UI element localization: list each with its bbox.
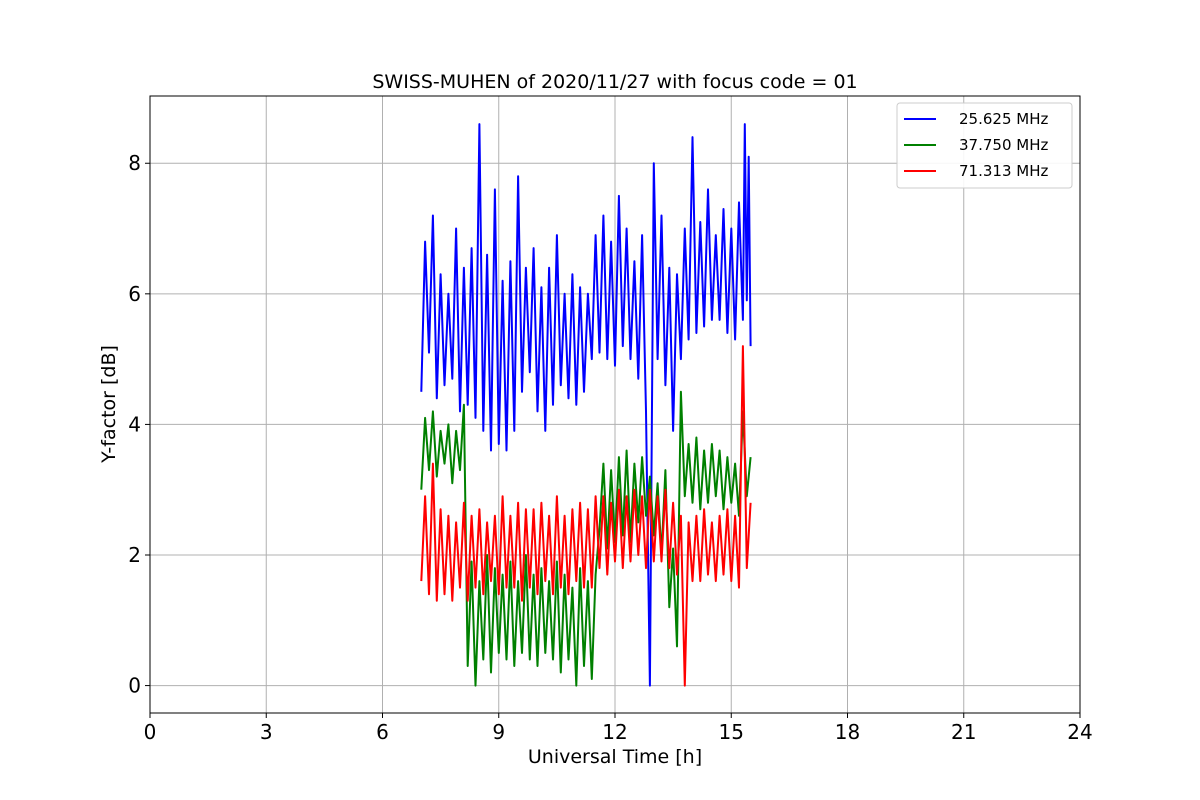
x-tick-label: 3: [260, 720, 273, 744]
series-line-3: [420, 345, 752, 687]
legend-label: 71.313 MHz: [959, 162, 1048, 180]
legend-label: 37.750 MHz: [959, 136, 1048, 154]
x-tick-label: 0: [144, 720, 157, 744]
x-tick-label: 12: [602, 720, 627, 744]
legend-label: 25.625 MHz: [959, 110, 1048, 128]
y-tick-label: 4: [128, 412, 141, 436]
y-axis-label: Y-factor [dB]: [98, 345, 120, 464]
x-tick-label: 6: [376, 720, 389, 744]
y-tick-label: 0: [128, 674, 141, 698]
grid: [149, 96, 1081, 713]
x-tick-label: 9: [492, 720, 505, 744]
chart-title: SWISS-MUHEN of 2020/11/27 with focus cod…: [372, 71, 857, 93]
x-tick-label: 24: [1067, 720, 1092, 744]
legend-box: [896, 102, 1073, 189]
x-tick-label: 18: [835, 720, 860, 744]
y-tick-label: 8: [128, 151, 141, 175]
x-axis-label: Universal Time [h]: [528, 746, 702, 768]
y-tick-label: 2: [128, 543, 141, 567]
series-layer: [420, 123, 752, 687]
y-tick-label: 6: [128, 282, 141, 306]
x-tick-label: 15: [719, 720, 744, 744]
series-line-2: [420, 390, 752, 687]
legend: 25.625 MHz 37.750 MHz 71.313 MHz: [896, 102, 1073, 189]
x-tick-label: 21: [951, 720, 976, 744]
series-line-1: [420, 123, 752, 687]
